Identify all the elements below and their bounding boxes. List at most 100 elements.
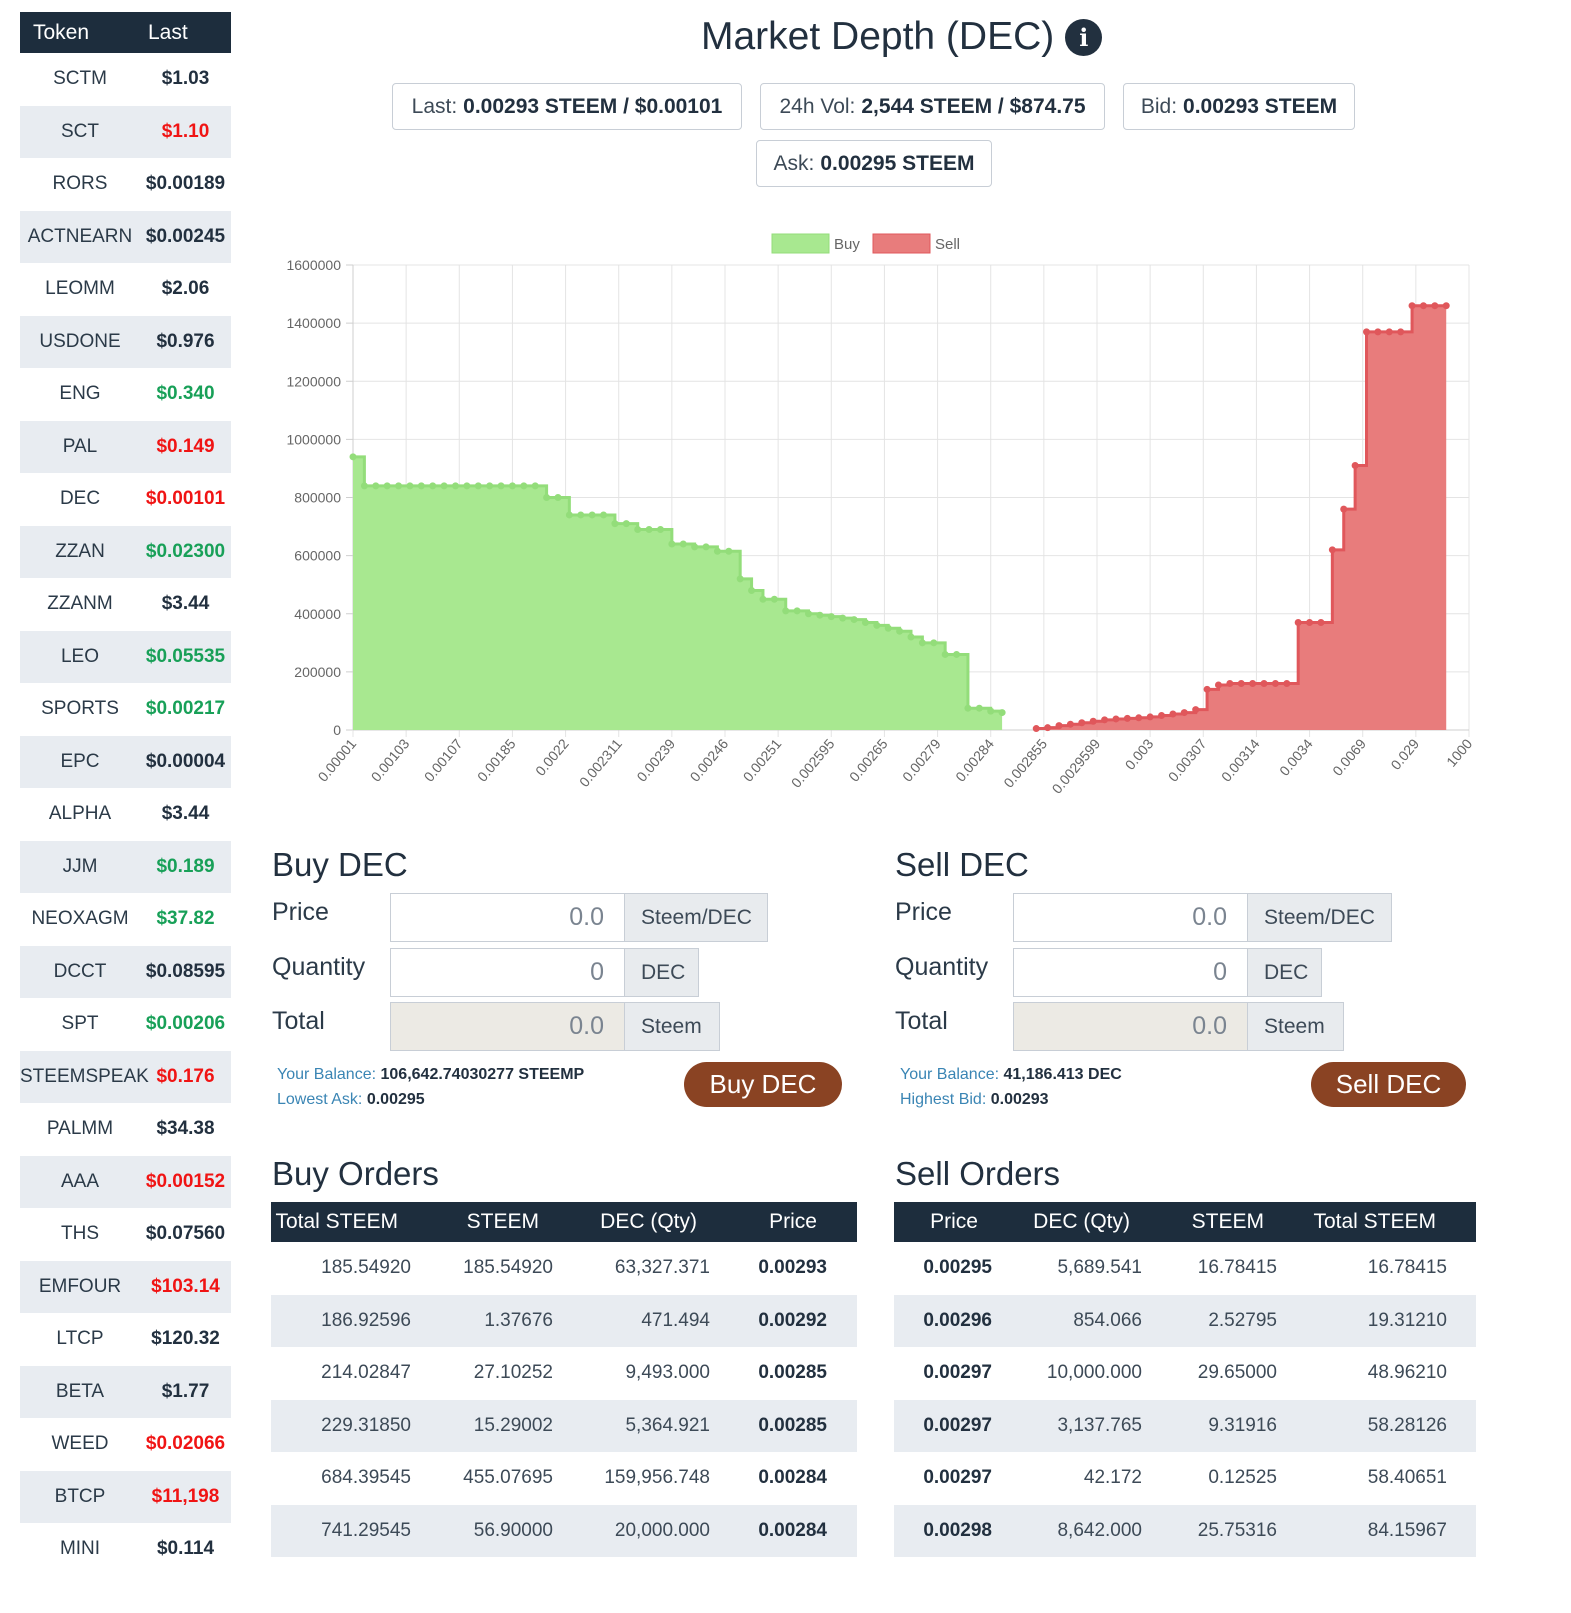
- sell-total-label: Total: [895, 1007, 948, 1035]
- buy-order-row[interactable]: 684.39545 455.07695 159,956.748 0.00284: [271, 1452, 857, 1505]
- token-row-emfour[interactable]: EMFOUR $103.14: [20, 1260, 231, 1313]
- x-tick-label: 1000: [1443, 735, 1475, 769]
- sell-point: [1306, 618, 1314, 626]
- buy-order-row[interactable]: 185.54920 185.54920 63,327.371 0.00293: [271, 1242, 857, 1295]
- token-row-aaa[interactable]: AAA $0.00152: [20, 1155, 231, 1208]
- sell-order-row[interactable]: 0.00296 854.066 2.52795 19.31210: [894, 1294, 1476, 1347]
- token-row-eng[interactable]: ENG $0.340: [20, 368, 231, 421]
- buy-point: [451, 482, 459, 490]
- sell-order-row[interactable]: 0.00298 8,642.000 25.75316 84.15967: [894, 1504, 1476, 1557]
- sidebar-header: Token Last: [20, 12, 231, 53]
- x-tick-label: 0.00001: [315, 735, 360, 784]
- token-row-dcct[interactable]: DCCT $0.08595: [20, 945, 231, 998]
- buy-price-unit: Steem/DEC: [625, 893, 768, 942]
- sell-point: [1328, 546, 1336, 554]
- sell-order-row[interactable]: 0.00297 3,137.765 9.31916 58.28126: [894, 1399, 1476, 1452]
- token-row-epc[interactable]: EPC $0.00004: [20, 735, 231, 788]
- token-row-leomm[interactable]: LEOMM $2.06: [20, 263, 231, 316]
- token-row-ths[interactable]: THS $0.07560: [20, 1208, 231, 1261]
- sell-order-cell: 9.31916: [1208, 1414, 1277, 1436]
- depth-chart-svg: 0 200000 400000 600000 800000 1000000 1200000 1…: [286, 233, 1475, 797]
- token-row-btcp[interactable]: BTCP $11,198: [20, 1470, 231, 1523]
- token-row-zzanm[interactable]: ZZANM $3.44: [20, 578, 231, 631]
- token-row-rors[interactable]: RORS $0.00189: [20, 158, 231, 211]
- buy-order-cell: 27.10252: [473, 1362, 553, 1384]
- buy-order-cell: 185.54920: [321, 1257, 411, 1279]
- token-last-price: $0.00101: [145, 488, 226, 510]
- token-last-price: $0.340: [156, 383, 215, 405]
- buy-point: [463, 482, 471, 490]
- sell-point: [1408, 302, 1416, 310]
- buy-point: [349, 453, 357, 461]
- x-tick-label: 0.00107: [421, 735, 466, 784]
- buy-area: [353, 456, 1003, 730]
- token-last-price: $11,198: [151, 1485, 220, 1507]
- token-row-usdone[interactable]: USDONE $0.976: [20, 315, 231, 368]
- token-row-neoxagm[interactable]: NEOXAGM $37.82: [20, 893, 231, 946]
- buy-quantity-input[interactable]: [390, 948, 625, 997]
- token-row-mini[interactable]: MINI $0.114: [20, 1523, 231, 1576]
- page-title: Market Depth (DEC) i: [701, 14, 1103, 60]
- token-name: SCTM: [53, 68, 107, 90]
- ask-stat: Ask: 0.00295 STEEM: [756, 140, 992, 187]
- token-row-zzan[interactable]: ZZAN $0.02300: [20, 525, 231, 578]
- x-tick-label: 0.0029599: [1048, 735, 1103, 796]
- token-row-sports[interactable]: SPORTS $0.00217: [20, 683, 231, 736]
- token-name: RORS: [52, 173, 108, 195]
- token-row-sct[interactable]: SCT $1.10: [20, 105, 231, 158]
- sell-price-input[interactable]: [1013, 893, 1248, 942]
- sell-orders-body: 0.00295 5,689.541 16.78415 16.78415 0.00296 8…: [894, 1242, 1476, 1557]
- sell-dec-button[interactable]: Sell DEC: [1311, 1062, 1466, 1107]
- buy-price-input[interactable]: [390, 893, 625, 942]
- buy-point: [964, 704, 972, 712]
- token-row-beta[interactable]: BETA $1.77: [20, 1365, 231, 1418]
- buy-point: [520, 482, 528, 490]
- buy-point: [702, 543, 710, 551]
- token-row-jjm[interactable]: JJM $0.189: [20, 840, 231, 893]
- sell-order-row[interactable]: 0.00297 42.172 0.12525 58.40651: [894, 1452, 1476, 1505]
- sell-point: [1214, 681, 1222, 689]
- x-tick-label: 0.0069: [1329, 735, 1369, 778]
- sell-quantity-input[interactable]: [1013, 948, 1248, 997]
- token-sidebar: Token Last SCTM $1.03 SCT $1.10 RORS $0.00189…: [20, 12, 231, 1576]
- y-tick-label: 1200000: [286, 373, 341, 389]
- highest-bid-label: Highest Bid:: [900, 1091, 987, 1108]
- buy-order-cell: 0.00293: [758, 1257, 827, 1279]
- buy-order-row[interactable]: 214.02847 27.10252 9,493.000 0.00285: [271, 1347, 857, 1400]
- token-row-alpha[interactable]: ALPHA $3.44: [20, 788, 231, 841]
- buy-orders-title: Buy Orders: [272, 1155, 439, 1192]
- sell-order-row[interactable]: 0.00295 5,689.541 16.78415 16.78415: [894, 1242, 1476, 1295]
- y-tick-label: 600000: [294, 548, 341, 564]
- sell-orders-table: Price DEC (Qty) STEEM Total STEEM 0.0029…: [894, 1202, 1476, 1557]
- buy-dec-button[interactable]: Buy DEC: [684, 1062, 842, 1107]
- legend-sell-swatch: [872, 233, 931, 254]
- token-row-palmm[interactable]: PALMM $34.38: [20, 1103, 231, 1156]
- token-row-pal[interactable]: PAL $0.149: [20, 420, 231, 473]
- buy-balance-value: 106,642.74030277 STEEMP: [380, 1066, 585, 1083]
- token-row-steemspeak[interactable]: STEEMSPEAK $0.176: [20, 1050, 231, 1103]
- token-row-sctm[interactable]: SCTM $1.03: [20, 53, 231, 106]
- buy-order-row[interactable]: 741.29545 56.90000 20,000.000 0.00284: [271, 1504, 857, 1557]
- sell-point: [1419, 302, 1427, 310]
- buy-point: [543, 494, 551, 501]
- lowest-ask-label: Lowest Ask:: [277, 1091, 363, 1108]
- buy-point: [987, 707, 995, 715]
- buy-point: [918, 639, 926, 647]
- sell-order-row[interactable]: 0.00297 10,000.000 29.65000 48.96210: [894, 1347, 1476, 1400]
- sell-order-cell: 16.78415: [1367, 1257, 1447, 1279]
- buy-order-cell: 9,493.000: [625, 1362, 710, 1384]
- market-depth-chart: 0 200000 400000 600000 800000 1000000 1200000 1…: [270, 225, 1530, 825]
- token-row-ltcp[interactable]: LTCP $120.32: [20, 1313, 231, 1366]
- info-circle-icon[interactable]: i: [1065, 18, 1103, 56]
- token-row-weed[interactable]: WEED $0.02066: [20, 1418, 231, 1471]
- buy-order-row[interactable]: 186.92596 1.37676 471.494 0.00292: [271, 1294, 857, 1347]
- token-row-leo[interactable]: LEO $0.05535: [20, 630, 231, 683]
- sell-order-cell: 16.78415: [1197, 1257, 1277, 1279]
- token-row-actnearn[interactable]: ACTNEARN $0.00245: [20, 210, 231, 263]
- token-row-dec[interactable]: DEC $0.00101: [20, 473, 231, 526]
- buy-point: [565, 511, 573, 519]
- buy-order-row[interactable]: 229.31850 15.29002 5,364.921 0.00285: [271, 1399, 857, 1452]
- token-row-spt[interactable]: SPT $0.00206: [20, 998, 231, 1051]
- token-name: WEED: [51, 1433, 109, 1455]
- token-last-price: $0.976: [156, 330, 215, 352]
